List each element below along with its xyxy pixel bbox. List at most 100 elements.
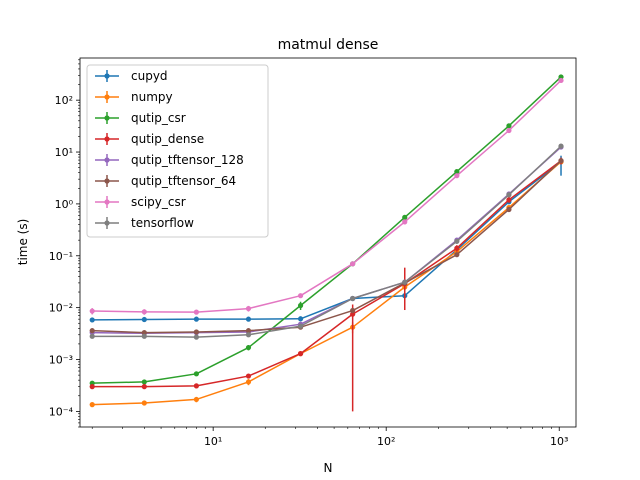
legend-marker-qutip_tftensor_128 bbox=[104, 157, 110, 163]
legend-label-qutip_tftensor_128: qutip_tftensor_128 bbox=[131, 153, 244, 167]
data-point-tensorflow-3 bbox=[245, 332, 252, 338]
series-line-scipy_csr bbox=[92, 79, 562, 313]
data-point-scipy_csr-0 bbox=[89, 308, 95, 314]
data-point-numpy-3 bbox=[245, 379, 252, 385]
data-point-qutip_dense-3 bbox=[245, 373, 252, 379]
x-tick-label: 10³ bbox=[550, 435, 568, 448]
data-point-numpy-1 bbox=[141, 400, 147, 406]
data-point-scipy_csr-2 bbox=[193, 309, 199, 315]
data-point-qutip_tftensor_64-8 bbox=[506, 206, 512, 213]
series-line-qutip_tftensor_64 bbox=[92, 160, 562, 334]
data-point-tensorflow-7 bbox=[454, 238, 460, 244]
legend-label-qutip_tftensor_64: qutip_tftensor_64 bbox=[131, 174, 236, 188]
legend-item-cupyd: cupyd bbox=[95, 69, 168, 83]
data-point-tensorflow-5 bbox=[350, 295, 356, 302]
data-point-qutip_csr-6 bbox=[402, 214, 408, 220]
x-axis-label: N bbox=[324, 461, 333, 475]
data-point-qutip_tftensor_64-9 bbox=[558, 158, 564, 164]
legend-marker-qutip_csr bbox=[104, 115, 110, 121]
data-point-scipy_csr-9 bbox=[558, 77, 564, 84]
x-tick-label: 10¹ bbox=[204, 435, 222, 448]
series-scipy_csr bbox=[89, 77, 564, 315]
data-point-qutip_dense-4 bbox=[297, 351, 304, 357]
legend-marker-numpy bbox=[104, 94, 110, 100]
legend-marker-scipy_csr bbox=[104, 199, 110, 205]
legend: cupyd numpy qutip_csr qutip_dense qutip_tfte… bbox=[86, 64, 269, 238]
legend-label-cupyd: cupyd bbox=[131, 69, 168, 83]
data-point-qutip_csr-3 bbox=[245, 344, 252, 351]
axes-frame bbox=[79, 57, 577, 428]
series-line-qutip_dense bbox=[92, 160, 562, 388]
data-point-scipy_csr-4 bbox=[297, 293, 304, 299]
data-point-qutip_dense-0 bbox=[89, 384, 95, 390]
data-point-scipy_csr-3 bbox=[245, 305, 252, 312]
y-tick-label: 10¹ bbox=[55, 146, 73, 159]
data-point-scipy_csr-8 bbox=[506, 127, 512, 134]
y-tick-label: 10⁻² bbox=[49, 302, 73, 315]
data-point-qutip_dense-2 bbox=[193, 383, 199, 389]
legend-item-numpy: numpy bbox=[95, 90, 173, 104]
data-point-scipy_csr-7 bbox=[454, 173, 460, 179]
data-point-cupyd-4 bbox=[297, 316, 304, 322]
chart-title: matmul dense bbox=[278, 37, 379, 53]
data-point-qutip_csr-1 bbox=[141, 379, 147, 385]
data-point-cupyd-1 bbox=[141, 316, 147, 323]
data-point-tensorflow-1 bbox=[141, 333, 147, 339]
data-point-tensorflow-9 bbox=[558, 143, 564, 149]
data-point-qutip_csr-2 bbox=[193, 371, 199, 377]
legend-marker-tensorflow bbox=[104, 220, 110, 226]
y-tick-label: 10² bbox=[55, 94, 73, 107]
y-axis-label: time (s) bbox=[16, 219, 30, 266]
series-line-tensorflow bbox=[92, 145, 562, 338]
series-line-numpy bbox=[92, 161, 562, 406]
axis-ticks: 10¹ 10² 10³ 10⁻⁴ 10⁻³ 10⁻² 10⁻¹ 10⁰ 10¹ 10² bbox=[49, 59, 568, 448]
legend-marker-cupyd bbox=[104, 73, 110, 79]
data-point-qutip_tftensor_64-0 bbox=[89, 328, 95, 334]
data-point-qutip_dense-7 bbox=[454, 245, 460, 251]
y-tick-label: 10⁰ bbox=[55, 198, 74, 211]
data-point-numpy-0 bbox=[89, 402, 95, 408]
legend-marker-qutip_dense bbox=[104, 136, 110, 142]
data-point-qutip_dense-8 bbox=[506, 197, 512, 203]
series-line-qutip_csr bbox=[92, 76, 562, 384]
legend-marker-qutip_tftensor_64 bbox=[104, 178, 110, 184]
data-point-tensorflow-6 bbox=[402, 279, 408, 285]
data-point-qutip_tftensor_64-7 bbox=[454, 252, 460, 258]
data-point-qutip_tftensor_64-2 bbox=[193, 329, 199, 335]
legend-item-tensorflow: tensorflow bbox=[95, 216, 194, 230]
series-qutip_dense bbox=[89, 157, 564, 412]
series-qutip_csr bbox=[89, 74, 564, 386]
y-tick-label: 10⁻³ bbox=[49, 354, 73, 367]
data-point-qutip_csr-8 bbox=[506, 123, 512, 129]
data-point-qutip_dense-1 bbox=[141, 384, 147, 390]
data-point-cupyd-0 bbox=[89, 317, 95, 323]
legend-item-qutip_tftensor_128: qutip_tftensor_128 bbox=[95, 153, 244, 167]
legend-label-numpy: numpy bbox=[131, 90, 173, 104]
legend-item-qutip_csr: qutip_csr bbox=[95, 111, 186, 125]
data-point-scipy_csr-1 bbox=[141, 309, 147, 315]
series-line-cupyd bbox=[92, 161, 562, 321]
data-point-tensorflow-0 bbox=[89, 333, 95, 339]
data-point-qutip_tftensor_64-5 bbox=[350, 307, 356, 314]
data-point-qutip_dense-5 bbox=[350, 311, 356, 317]
legend-box bbox=[86, 64, 269, 238]
data-point-tensorflow-2 bbox=[193, 334, 199, 340]
data-point-tensorflow-4 bbox=[297, 323, 304, 329]
x-tick-label: 10² bbox=[377, 435, 395, 448]
plot-area bbox=[89, 74, 564, 412]
y-tick-label: 10⁻⁴ bbox=[49, 405, 74, 418]
data-point-qutip_csr-7 bbox=[454, 168, 460, 175]
data-point-qutip_csr-4 bbox=[297, 302, 304, 309]
data-point-scipy_csr-5 bbox=[350, 261, 356, 267]
legend-item-qutip_tftensor_64: qutip_tftensor_64 bbox=[95, 174, 236, 188]
data-point-numpy-2 bbox=[193, 396, 199, 403]
legend-label-qutip_dense: qutip_dense bbox=[131, 132, 204, 146]
data-point-cupyd-2 bbox=[193, 316, 199, 322]
data-point-tensorflow-8 bbox=[506, 192, 512, 198]
y-tick-label: 10⁻¹ bbox=[49, 250, 73, 263]
data-point-qutip_tftensor_64-3 bbox=[245, 328, 252, 334]
data-point-cupyd-3 bbox=[245, 316, 252, 322]
legend-item-scipy_csr: scipy_csr bbox=[95, 195, 186, 209]
legend-label-tensorflow: tensorflow bbox=[131, 216, 194, 230]
